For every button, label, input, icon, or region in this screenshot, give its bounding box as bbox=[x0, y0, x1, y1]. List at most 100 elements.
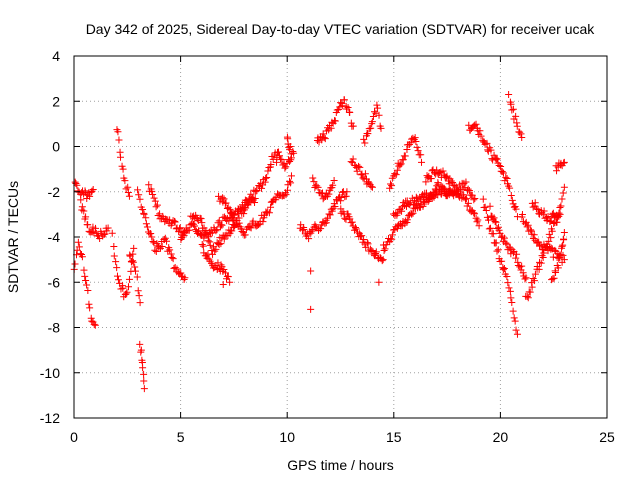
data-point bbox=[479, 137, 487, 145]
data-point bbox=[511, 317, 519, 325]
data-point bbox=[119, 165, 127, 173]
data-point bbox=[461, 195, 469, 203]
data-point bbox=[267, 203, 275, 211]
data-point bbox=[85, 300, 93, 308]
data-point bbox=[129, 258, 137, 266]
y-tick-label: -8 bbox=[48, 320, 61, 336]
data-point bbox=[189, 220, 197, 228]
data-point bbox=[419, 202, 427, 210]
data-point bbox=[449, 181, 457, 189]
data-point bbox=[115, 136, 123, 144]
data-point bbox=[353, 167, 361, 175]
data-point bbox=[222, 231, 230, 239]
data-point bbox=[351, 224, 359, 232]
data-point bbox=[535, 265, 543, 273]
data-point bbox=[537, 241, 545, 249]
data-point bbox=[198, 241, 206, 249]
data-point bbox=[527, 226, 535, 234]
data-point bbox=[130, 244, 138, 252]
data-point bbox=[330, 176, 338, 184]
y-tick-label: -10 bbox=[40, 365, 60, 381]
data-point bbox=[528, 283, 536, 291]
data-point bbox=[430, 193, 438, 201]
data-point bbox=[104, 224, 112, 232]
tick-layer: 0 5 10 15 20 25 -12 -10 -8 -6 -4 -2 0 2 4 bbox=[40, 48, 615, 445]
data-point bbox=[536, 258, 544, 266]
data-point bbox=[462, 195, 470, 203]
data-point bbox=[169, 255, 177, 263]
data-point bbox=[135, 292, 143, 300]
data-point bbox=[380, 247, 388, 255]
data-point bbox=[177, 269, 185, 277]
data-point bbox=[90, 320, 98, 328]
data-point bbox=[202, 227, 210, 235]
data-point bbox=[124, 183, 132, 191]
data-point bbox=[122, 290, 130, 298]
data-point bbox=[474, 216, 482, 224]
data-point bbox=[560, 158, 568, 166]
data-point bbox=[124, 283, 132, 291]
data-point bbox=[135, 191, 143, 199]
data-point bbox=[329, 181, 337, 189]
data-point bbox=[502, 239, 510, 247]
y-tick-label: 2 bbox=[52, 93, 60, 109]
data-point bbox=[508, 196, 516, 204]
data-point bbox=[540, 207, 548, 215]
data-point bbox=[512, 205, 520, 213]
data-point bbox=[516, 128, 524, 136]
data-point bbox=[108, 229, 116, 237]
data-point bbox=[560, 235, 568, 243]
data-point bbox=[560, 256, 568, 264]
data-point bbox=[481, 203, 489, 211]
data-point bbox=[403, 216, 411, 224]
data-point bbox=[357, 171, 365, 179]
data-point bbox=[215, 217, 223, 225]
data-point bbox=[204, 250, 212, 258]
data-point bbox=[434, 180, 442, 188]
data-point bbox=[368, 183, 376, 191]
data-point bbox=[78, 203, 86, 211]
data-point bbox=[228, 210, 236, 218]
x-axis-label: GPS time / hours bbox=[287, 457, 394, 473]
data-point bbox=[84, 287, 92, 295]
data-point bbox=[544, 213, 552, 221]
data-point bbox=[137, 348, 145, 356]
data-point bbox=[495, 162, 503, 170]
data-point bbox=[422, 178, 430, 186]
data-point bbox=[530, 277, 538, 285]
data-point bbox=[87, 314, 95, 322]
data-point bbox=[310, 178, 318, 186]
data-point bbox=[417, 151, 425, 159]
data-point bbox=[287, 172, 295, 180]
data-point bbox=[558, 242, 566, 250]
data-point bbox=[401, 152, 409, 160]
data-point bbox=[545, 237, 553, 245]
data-point bbox=[420, 198, 428, 206]
data-point bbox=[411, 134, 419, 142]
data-point bbox=[152, 247, 160, 255]
data-point bbox=[539, 210, 547, 218]
data-point bbox=[507, 294, 515, 302]
data-point bbox=[322, 219, 330, 227]
data-point bbox=[372, 248, 380, 256]
data-point bbox=[360, 135, 368, 143]
data-point bbox=[370, 108, 378, 116]
data-point bbox=[475, 222, 483, 230]
data-point bbox=[513, 250, 521, 258]
data-point bbox=[124, 188, 132, 196]
data-point bbox=[491, 218, 499, 226]
data-point bbox=[346, 109, 354, 117]
data-point bbox=[558, 195, 566, 203]
data-point bbox=[398, 207, 406, 215]
data-point bbox=[514, 258, 522, 266]
data-point bbox=[286, 157, 294, 165]
data-point bbox=[547, 214, 555, 222]
data-point bbox=[505, 284, 513, 292]
data-point bbox=[275, 148, 283, 156]
data-point bbox=[551, 246, 559, 254]
data-point bbox=[524, 294, 532, 302]
data-point bbox=[229, 215, 237, 223]
data-point bbox=[77, 196, 85, 204]
data-point bbox=[547, 244, 555, 252]
data-point bbox=[559, 189, 567, 197]
